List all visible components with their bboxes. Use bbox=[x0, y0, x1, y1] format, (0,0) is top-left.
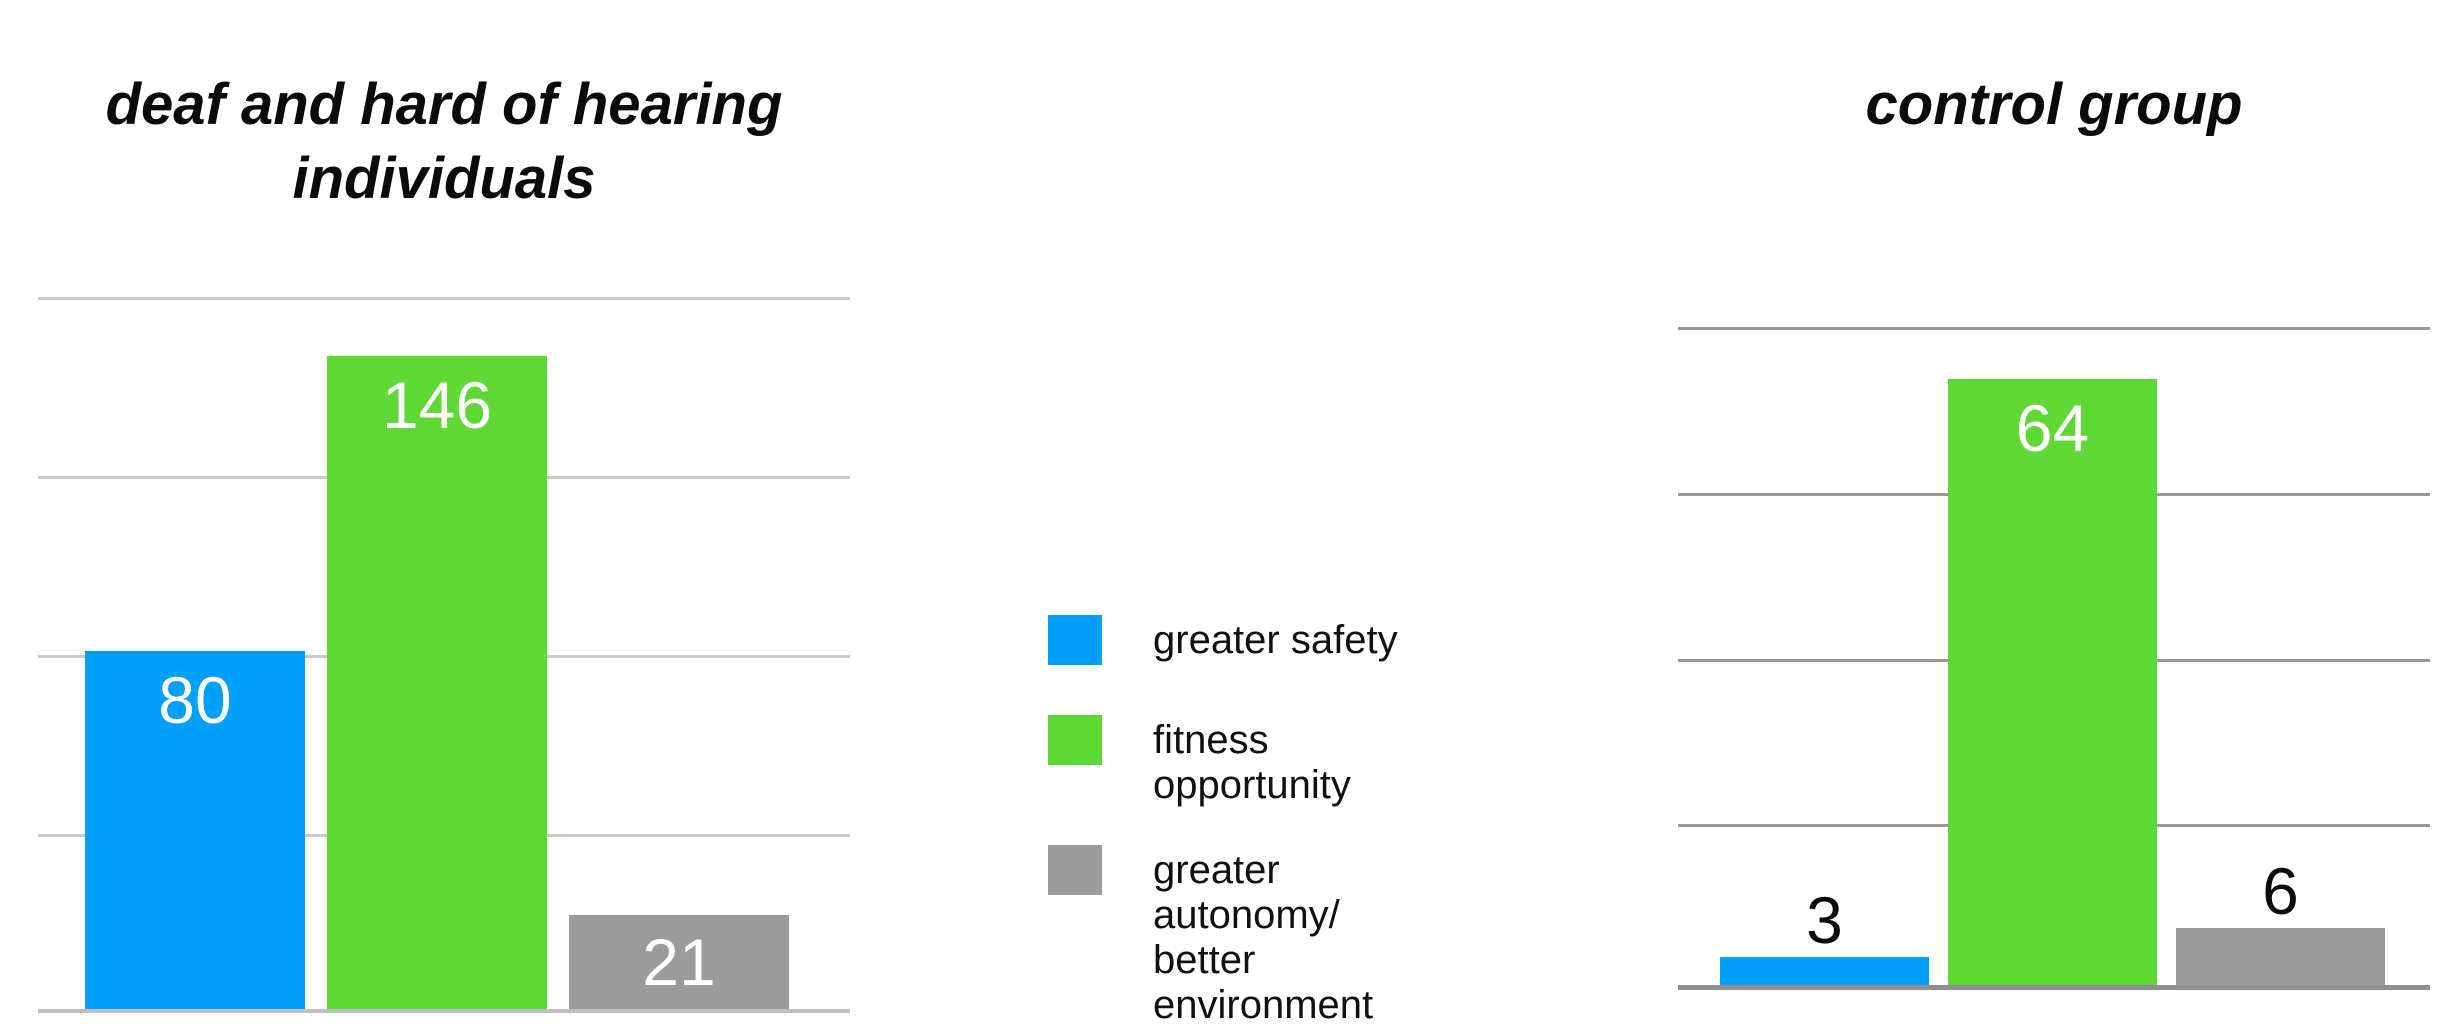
bar-value-label: 80 bbox=[158, 663, 232, 737]
bar-value-label: 3 bbox=[1806, 882, 1843, 957]
bar-value-label: 64 bbox=[2015, 390, 2090, 465]
legend: greater safety fitness opportunity great… bbox=[1048, 615, 1468, 1028]
bar-value-label: 21 bbox=[642, 925, 716, 1000]
legend-label: fitness opportunity bbox=[1153, 718, 1351, 807]
legend-label: greater safety bbox=[1153, 618, 1398, 662]
legend-item-fitness-opportunity: fitness opportunity bbox=[1048, 715, 1468, 808]
bar-greater-autonomy: 6 bbox=[2176, 858, 2385, 985]
x-axis-baseline bbox=[1678, 985, 2430, 990]
bar-fitness-opportunity: 146 bbox=[327, 355, 547, 1009]
legend-swatch-gray bbox=[1048, 845, 1102, 895]
legend-label: greater autonomy/ better environment bbox=[1153, 848, 1374, 1027]
bar-value-label: 146 bbox=[381, 367, 493, 442]
gridline bbox=[1678, 327, 2430, 330]
bar-value-label: 6 bbox=[2262, 854, 2299, 929]
legend-item-greater-autonomy: greater autonomy/ better environment bbox=[1048, 845, 1468, 1028]
bar-greater-safety: 80 bbox=[85, 651, 305, 1009]
chart-title-left: deaf and hard of hearing individuals bbox=[105, 72, 783, 212]
legend-item-greater-safety: greater safety bbox=[1048, 615, 1468, 665]
bar-greater-safety: 3 bbox=[1720, 887, 1929, 985]
plot-area-right: 3 64 6 bbox=[1678, 327, 2430, 990]
plot-area-left: 80 146 21 bbox=[38, 297, 850, 1013]
bar-fitness-opportunity: 64 bbox=[1948, 378, 2157, 985]
bar-greater-autonomy: 21 bbox=[569, 915, 789, 1009]
legend-swatch-green bbox=[1048, 715, 1102, 765]
chart-title-right: control group bbox=[1865, 72, 2243, 138]
gridline bbox=[38, 297, 850, 300]
x-axis-baseline bbox=[38, 1009, 850, 1013]
legend-swatch-blue bbox=[1048, 615, 1102, 665]
